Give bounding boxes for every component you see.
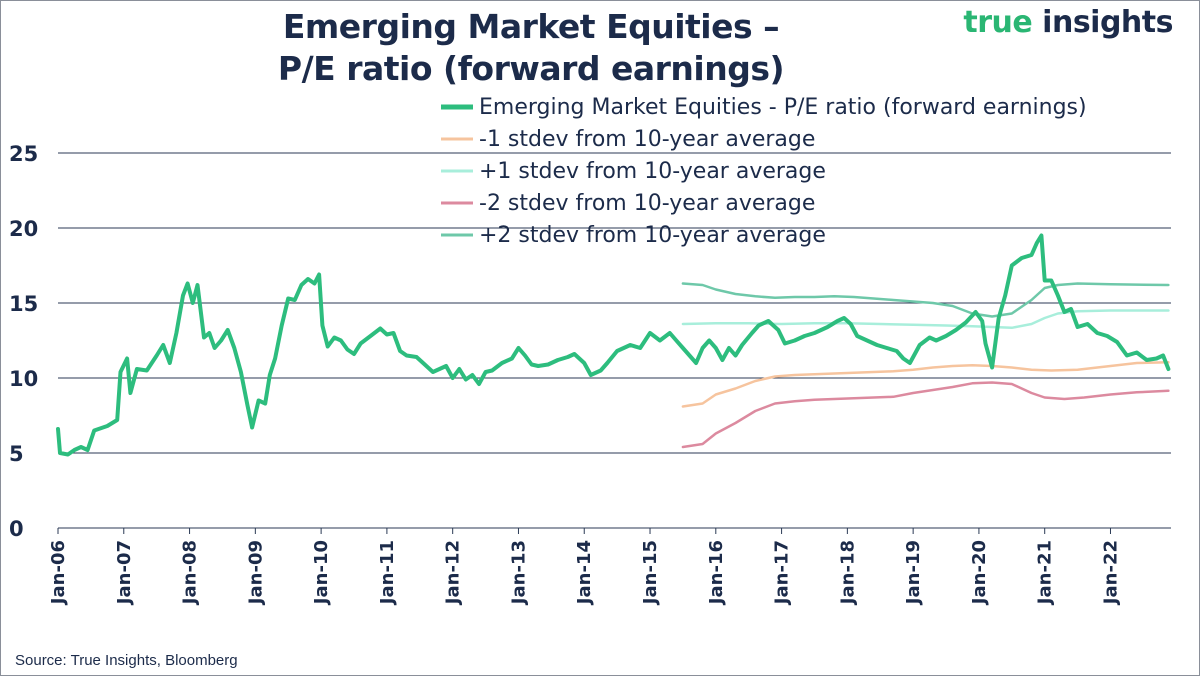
x-tick-label: Jan-14: [574, 540, 595, 606]
x-tick-label: Jan-13: [508, 540, 529, 606]
legend-label-3: -2 stdev from 10-year average: [479, 191, 815, 216]
y-tick-label: 0: [9, 517, 24, 541]
series-line-3: [681, 381, 1170, 449]
x-tick-label: Jan-06: [48, 540, 69, 606]
y-tick-label: 5: [9, 442, 24, 466]
series-line-1: [681, 361, 1170, 408]
logo-text-true: true: [963, 5, 1033, 40]
source-note: Source: True Insights, Bloomberg: [15, 652, 238, 669]
series-line-4: [681, 282, 1170, 318]
x-tick-label: Jan-17: [772, 540, 793, 606]
y-tick-label: 20: [9, 217, 38, 241]
x-tick-label: Jan-07: [114, 540, 135, 606]
chart-title-line-1: Emerging Market Equities –: [282, 7, 780, 46]
series-line-2: [681, 309, 1170, 330]
x-tick-label: Jan-15: [640, 540, 661, 606]
x-tick-label: Jan-19: [903, 540, 924, 606]
x-tick-label: Jan-16: [706, 540, 727, 606]
logo-text-insights: insights: [1032, 5, 1173, 40]
x-tick-label: Jan-12: [443, 540, 464, 606]
y-tick-label: 25: [9, 142, 38, 166]
x-tick-label: Jan-20: [969, 540, 990, 606]
x-tick-label: Jan-11: [377, 540, 398, 606]
y-tick-label: 10: [9, 367, 38, 391]
x-tick-label: Jan-22: [1100, 540, 1121, 606]
x-tick-label: Jan-18: [837, 540, 858, 606]
y-tick-label: 15: [9, 292, 38, 316]
x-tick-label: Jan-09: [245, 540, 266, 606]
x-tick-label: Jan-10: [311, 540, 332, 606]
legend-label-0: Emerging Market Equities - P/E ratio (fo…: [479, 95, 1087, 120]
x-tick-label: Jan-08: [180, 540, 201, 606]
legend-label-1: -1 stdev from 10-year average: [479, 127, 815, 152]
series-line-0: [56, 233, 1171, 457]
legend-label-4: +2 stdev from 10-year average: [479, 223, 826, 248]
chart-title-line-2: P/E ratio (forward earnings): [277, 49, 785, 88]
brand-logo: true insights: [963, 5, 1173, 40]
x-tick-label: Jan-21: [1035, 540, 1056, 606]
legend-label-2: +1 stdev from 10-year average: [479, 159, 826, 184]
